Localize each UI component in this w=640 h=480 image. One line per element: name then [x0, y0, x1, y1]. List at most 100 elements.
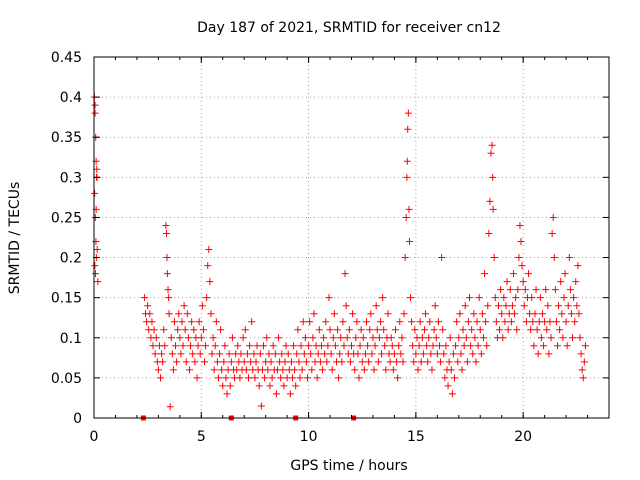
data-point	[416, 318, 424, 326]
plot-frame	[93, 56, 610, 419]
data-point	[288, 374, 296, 382]
data-point	[579, 374, 587, 382]
data-point	[423, 342, 431, 350]
data-point	[504, 326, 512, 334]
data-point	[301, 334, 309, 342]
data-point	[182, 358, 190, 366]
data-point	[366, 326, 374, 334]
data-point	[217, 326, 225, 334]
data-point	[463, 358, 471, 366]
data-point	[576, 334, 584, 342]
data-point	[525, 270, 533, 278]
data-point	[499, 334, 507, 342]
data-point	[91, 262, 99, 270]
data-point	[380, 326, 388, 334]
data-point	[174, 326, 182, 334]
data-point	[374, 358, 382, 366]
data-point	[185, 366, 193, 374]
data-point	[183, 310, 191, 318]
data-point	[339, 318, 347, 326]
data-point	[467, 342, 475, 350]
data-point	[512, 294, 520, 302]
data-point	[447, 366, 455, 374]
data-point	[537, 334, 545, 342]
data-point	[519, 278, 527, 286]
data-point	[439, 326, 447, 334]
data-point	[459, 326, 467, 334]
data-point	[552, 318, 560, 326]
y-tick-label: 0.1	[60, 331, 82, 347]
data-point	[513, 326, 521, 334]
data-point	[490, 254, 498, 262]
data-point	[163, 254, 171, 262]
data-point	[188, 318, 196, 326]
data-point	[488, 141, 496, 149]
data-point	[278, 350, 286, 358]
data-point	[531, 310, 539, 318]
data-point	[381, 342, 389, 350]
data-point	[475, 294, 483, 302]
data-point	[471, 334, 479, 342]
data-point	[196, 350, 204, 358]
data-point	[510, 270, 518, 278]
data-point	[306, 318, 314, 326]
data-point	[574, 262, 582, 270]
data-point	[367, 310, 375, 318]
data-point	[387, 334, 395, 342]
x-tick-label: 15	[407, 429, 425, 445]
data-point	[203, 294, 211, 302]
data-point	[363, 318, 371, 326]
data-point	[309, 334, 317, 342]
data-point	[430, 326, 438, 334]
data-point	[382, 366, 390, 374]
data-point	[372, 302, 380, 310]
data-point	[446, 334, 454, 342]
data-point	[180, 302, 188, 310]
data-point	[330, 310, 338, 318]
data-point	[281, 358, 289, 366]
data-point	[338, 358, 346, 366]
data-point	[252, 358, 260, 366]
data-point	[93, 246, 101, 254]
data-point	[243, 350, 251, 358]
data-point	[255, 382, 263, 390]
data-point	[140, 294, 148, 302]
data-point	[148, 318, 156, 326]
y-tick-label: 0.35	[51, 130, 82, 146]
data-point	[364, 342, 372, 350]
x-tick-label: 20	[514, 429, 532, 445]
data-point	[445, 358, 453, 366]
data-point	[357, 326, 365, 334]
data-point	[297, 342, 305, 350]
data-point	[351, 366, 359, 374]
data-point	[419, 350, 427, 358]
data-point	[502, 302, 510, 310]
data-point	[468, 326, 476, 334]
data-point	[536, 294, 544, 302]
data-point	[324, 342, 332, 350]
data-point	[353, 318, 361, 326]
data-point	[474, 342, 482, 350]
y-tick-label: 0.25	[51, 210, 82, 226]
data-point	[542, 286, 550, 294]
data-point	[157, 374, 165, 382]
data-point	[384, 310, 392, 318]
data-point	[169, 366, 177, 374]
data-point	[92, 238, 100, 246]
data-point	[218, 366, 226, 374]
data-point	[433, 350, 441, 358]
data-point	[197, 334, 205, 342]
data-point	[349, 310, 357, 318]
data-point	[204, 262, 212, 270]
data-point	[146, 310, 154, 318]
data-point	[234, 342, 242, 350]
data-point	[399, 358, 407, 366]
data-point	[302, 358, 310, 366]
data-point	[199, 326, 207, 334]
data-point	[267, 358, 275, 366]
data-point	[242, 366, 250, 374]
data-point	[266, 382, 274, 390]
data-point	[335, 374, 343, 382]
data-point	[527, 326, 535, 334]
data-point	[214, 374, 222, 382]
